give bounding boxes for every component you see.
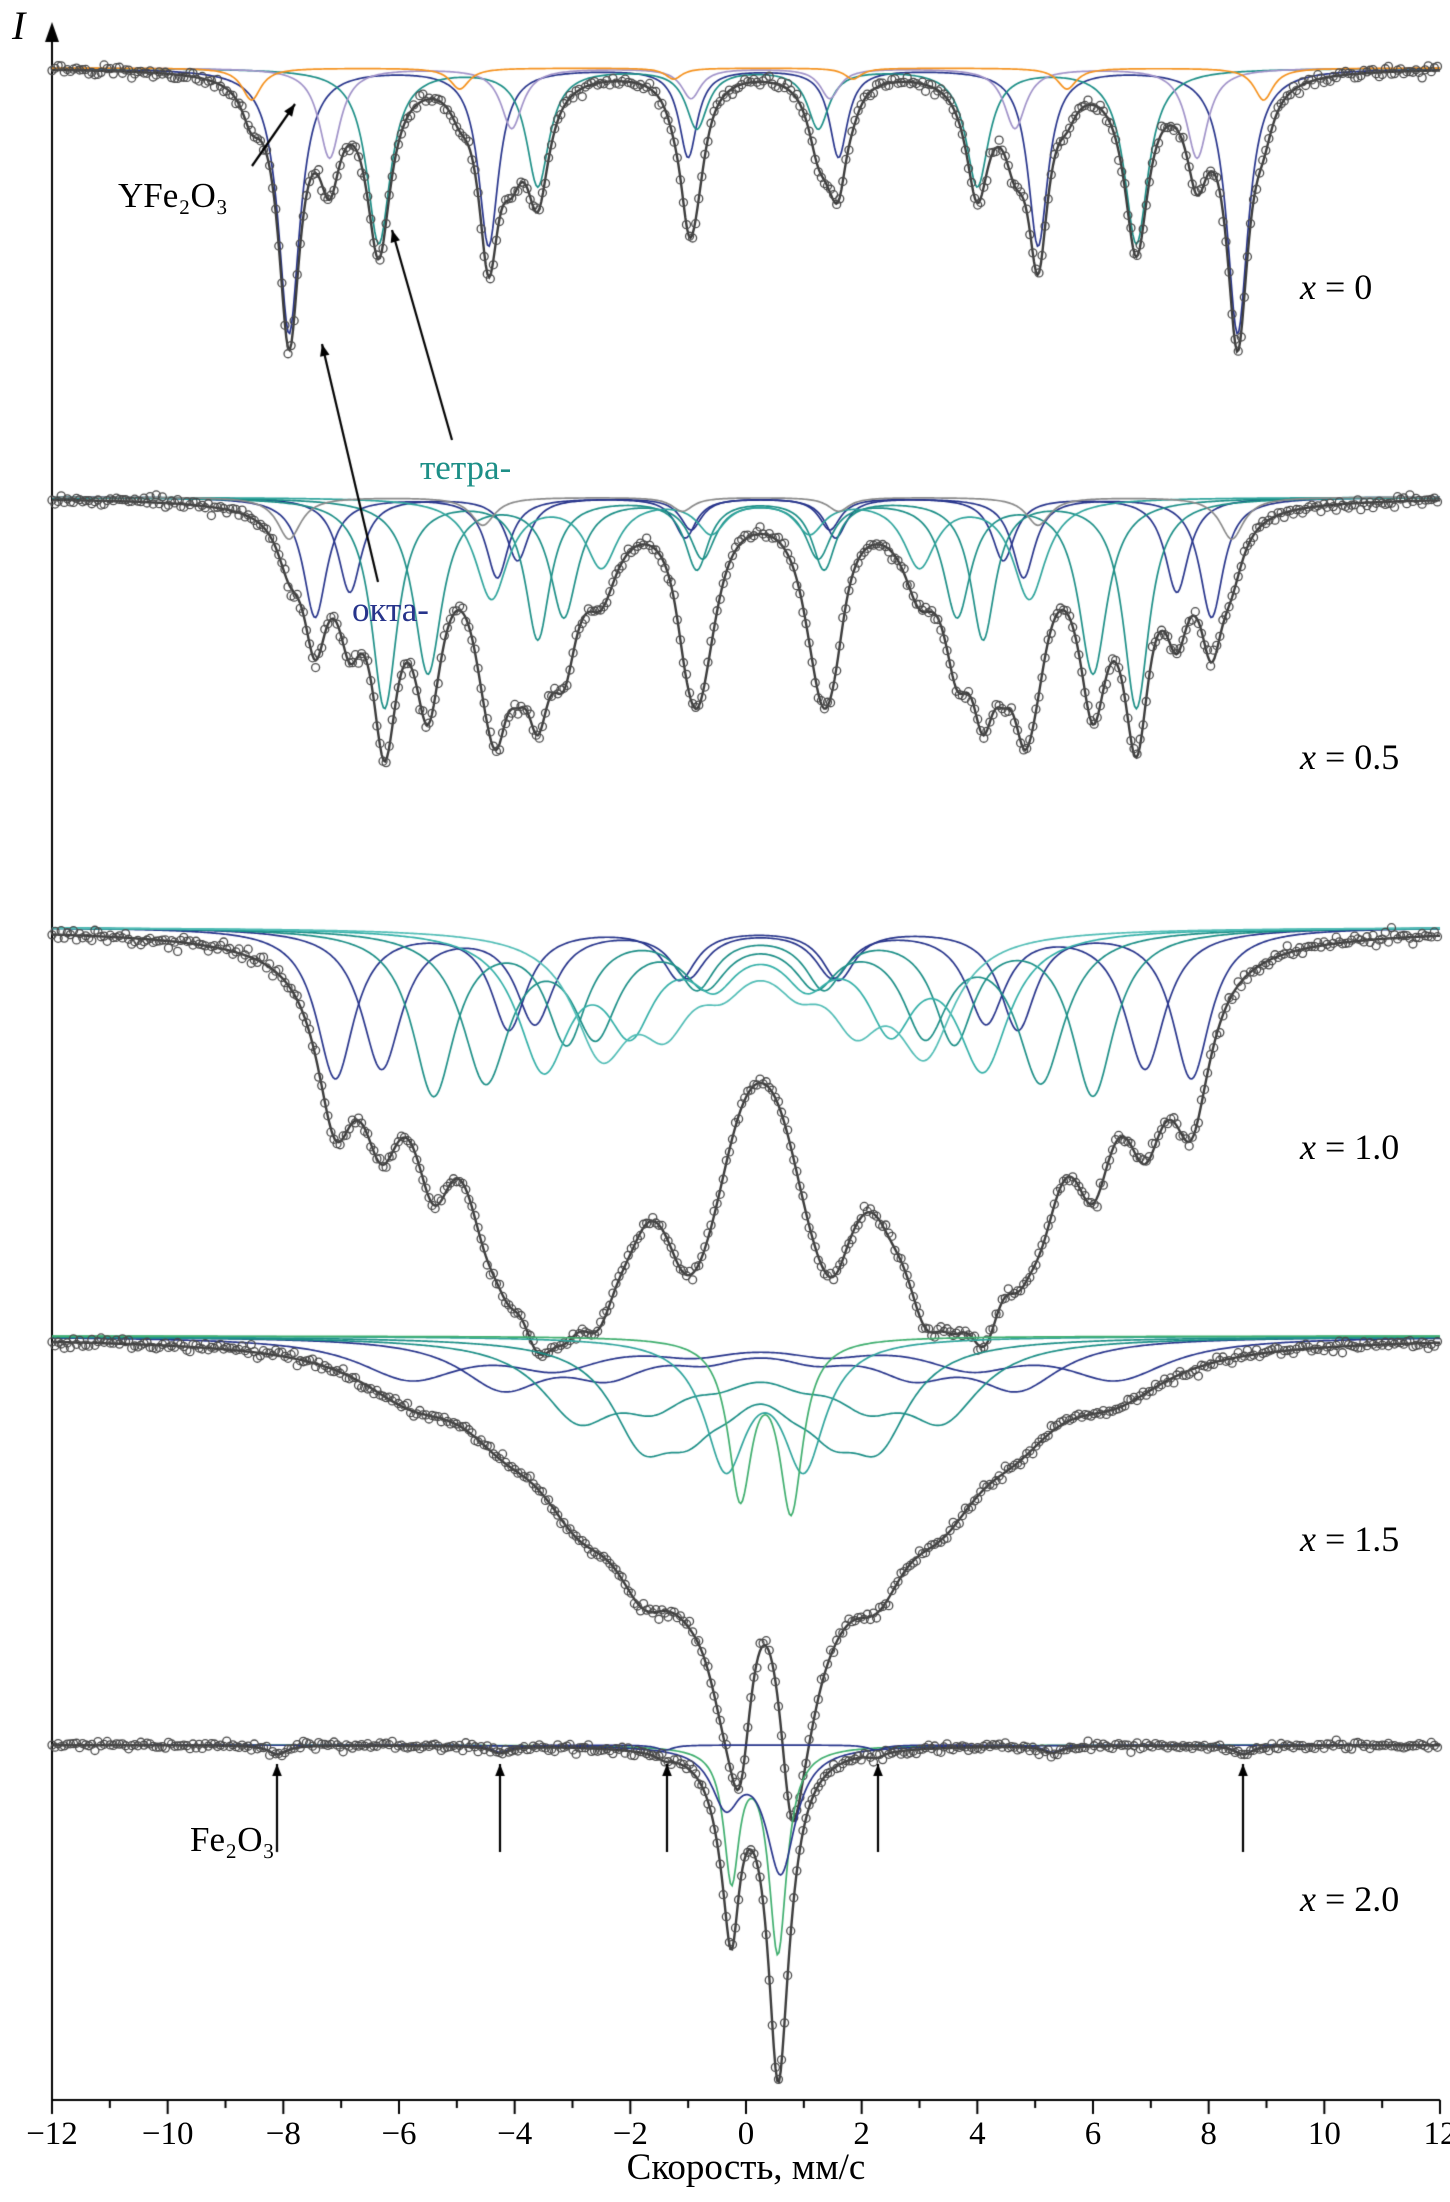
x-tick-label: 8 [1200, 2116, 1217, 2152]
panel-label-variable: x [1300, 1127, 1316, 1167]
x-tick-label: −2 [612, 2116, 648, 2152]
panel-label-1: x = 0.5 [1300, 736, 1399, 778]
panel-label-value: = 1.0 [1315, 1127, 1400, 1167]
x-tick-label: 2 [853, 2116, 870, 2152]
panel-label-variable: x [1300, 1519, 1316, 1559]
x-tick-label: −6 [381, 2116, 417, 2152]
panel-label-value: = 1.5 [1315, 1519, 1400, 1559]
panel-label-value: = 2.0 [1315, 1879, 1400, 1919]
y-axis-label: I [12, 3, 26, 48]
x-tick-label: −10 [141, 2116, 194, 2152]
x-tick-label: −4 [497, 2116, 533, 2152]
annotation-tetra: тетра- [420, 448, 512, 487]
panel-label-0: x = 0 [1300, 266, 1372, 308]
panel-label-value: = 0.5 [1315, 737, 1400, 777]
x-tick-label: 10 [1307, 2116, 1341, 2152]
panel-label-4: x = 2.0 [1300, 1878, 1399, 1920]
panel-label-3: x = 1.5 [1300, 1518, 1399, 1560]
panel-label-variable: x [1300, 267, 1316, 307]
panel-label-2: x = 1.0 [1300, 1126, 1399, 1168]
annotation-okta: окта- [352, 590, 429, 629]
panel-label-variable: x [1300, 737, 1316, 777]
x-tick-label: 6 [1084, 2116, 1102, 2152]
annotation-yfe2o3: YFe₂O₃ [118, 176, 228, 215]
x-tick-label: −12 [26, 2116, 78, 2152]
x-tick-label: 4 [969, 2116, 986, 2152]
x-tick-label: 12 [1423, 2116, 1450, 2152]
x-tick-label: 0 [737, 2116, 755, 2152]
x-tick-label: −8 [265, 2116, 301, 2152]
panel-label-value: = 0 [1315, 267, 1373, 307]
annotation-fe2o3: Fe₂O₃ [190, 1820, 275, 1859]
x-axis-label: Скорость, мм/с [626, 2147, 866, 2188]
panel-label-variable: x [1300, 1879, 1316, 1919]
